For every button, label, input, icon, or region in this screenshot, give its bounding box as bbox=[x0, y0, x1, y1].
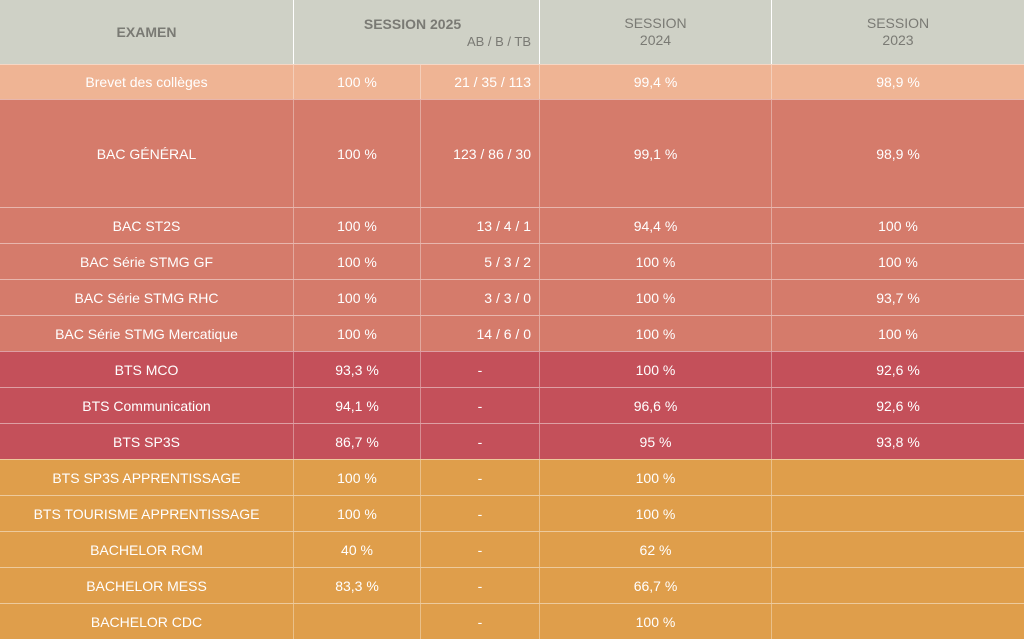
cell-exam: BAC ST2S bbox=[0, 208, 294, 243]
cell-session-2023: 98,9 % bbox=[876, 145, 920, 162]
cell-session-2024: 62 % bbox=[540, 532, 772, 567]
cell-session-2025: 100 % bbox=[294, 280, 421, 315]
table-row: BAC GÉNÉRAL 100 % 123 / 86 / 30 99,1 % 9… bbox=[0, 99, 1024, 207]
cell-exam: BTS MCO bbox=[0, 352, 294, 387]
cell-mentions: - bbox=[421, 424, 540, 459]
cell-exam: BTS Communication bbox=[0, 388, 294, 423]
cell-session-2024: 99,1 % bbox=[540, 100, 772, 207]
cell-mentions: - bbox=[421, 604, 540, 639]
table-row: Brevet des collèges 100 % 21 / 35 / 113 … bbox=[0, 64, 1024, 99]
table-row: BTS TOURISME APPRENTISSAGE 100 % - 100 % bbox=[0, 495, 1024, 531]
table-row: BAC Série STMG GF 100 % 5 / 3 / 2 100 % … bbox=[0, 243, 1024, 279]
cell-session-2024: 94,4 % bbox=[540, 208, 772, 243]
cell-session-2023: 100 % bbox=[878, 217, 918, 234]
table-row: BACHELOR RCM 40 % - 62 % bbox=[0, 531, 1024, 567]
header-session-2023-year: 2023 bbox=[882, 32, 914, 48]
cell-session-2025: 94,1 % bbox=[294, 388, 421, 423]
cell-session-2024: 100 % bbox=[540, 604, 772, 639]
cell-session-2025: 100 % bbox=[294, 496, 421, 531]
cell-exam: BAC GÉNÉRAL bbox=[0, 100, 294, 207]
header-session-2023-label: SESSION bbox=[866, 15, 930, 31]
cell-exam: BTS SP3S APPRENTISSAGE bbox=[0, 460, 294, 495]
cell-session-2024: 100 % bbox=[540, 244, 772, 279]
cell-session-2023: 92,6 % bbox=[876, 397, 920, 414]
header-session-2024-label: SESSION bbox=[624, 15, 687, 31]
header-session-2024: SESSION 2024 bbox=[540, 0, 772, 64]
cell-mentions: 21 / 35 / 113 bbox=[421, 65, 540, 99]
cell-exam: BAC Série STMG RHC bbox=[0, 280, 294, 315]
cell-session-2025 bbox=[294, 604, 421, 639]
cell-session-2024: 100 % bbox=[540, 460, 772, 495]
table-row: BTS Communication 94,1 % - 96,6 % 92,6 % bbox=[0, 387, 1024, 423]
cell-session-2023 bbox=[772, 496, 1024, 531]
cell-session-2025: 100 % bbox=[294, 460, 421, 495]
cell-exam: BACHELOR MESS bbox=[0, 568, 294, 603]
cell-session-2025: 100 % bbox=[294, 244, 421, 279]
table-row: BTS MCO 93,3 % - 100 % 92,6 % bbox=[0, 351, 1024, 387]
cell-session-2024: 100 % bbox=[540, 496, 772, 531]
cell-session-2025: 93,3 % bbox=[294, 352, 421, 387]
table-row: BTS SP3S APPRENTISSAGE 100 % - 100 % bbox=[0, 459, 1024, 495]
cell-exam: BTS TOURISME APPRENTISSAGE bbox=[0, 496, 294, 531]
cell-mentions: 13 / 4 / 1 bbox=[421, 208, 540, 243]
cell-session-2024: 99,4 % bbox=[540, 65, 772, 99]
cell-exam: Brevet des collèges bbox=[0, 65, 294, 99]
header-session-2025: SESSION 2025 AB / B / TB bbox=[294, 0, 540, 64]
header-exam: EXAMEN bbox=[0, 0, 294, 64]
table-header: EXAMEN SESSION 2025 AB / B / TB SESSION … bbox=[0, 0, 1024, 64]
cell-session-2024: 100 % bbox=[540, 352, 772, 387]
cell-mentions: - bbox=[421, 388, 540, 423]
table-row: BAC Série STMG Mercatique 100 % 14 / 6 /… bbox=[0, 315, 1024, 351]
header-session-2025-mentions: AB / B / TB bbox=[466, 33, 531, 49]
table-row: BAC Série STMG RHC 100 % 3 / 3 / 0 100 %… bbox=[0, 279, 1024, 315]
cell-session-2023 bbox=[772, 604, 1024, 639]
cell-mentions: 14 / 6 / 0 bbox=[421, 316, 540, 351]
table-body: Brevet des collèges 100 % 21 / 35 / 113 … bbox=[0, 64, 1024, 639]
header-session-2024-year: 2024 bbox=[639, 32, 672, 48]
cell-session-2024: 96,6 % bbox=[540, 388, 772, 423]
cell-session-2024: 95 % bbox=[540, 424, 772, 459]
cell-session-2023 bbox=[772, 568, 1024, 603]
cell-session-2025: 100 % bbox=[294, 65, 421, 99]
cell-session-2025: 100 % bbox=[294, 100, 421, 207]
cell-session-2024: 100 % bbox=[540, 316, 772, 351]
cell-session-2023: 100 % bbox=[878, 325, 918, 342]
cell-mentions: - bbox=[421, 532, 540, 567]
cell-session-2025: 83,3 % bbox=[294, 568, 421, 603]
table-row: BAC ST2S 100 % 13 / 4 / 1 94,4 % 100 % bbox=[0, 207, 1024, 243]
cell-exam: BACHELOR CDC bbox=[0, 604, 294, 639]
header-session-2025-title: SESSION 2025 bbox=[363, 15, 462, 32]
cell-session-2023: 100 % bbox=[878, 253, 918, 270]
cell-mentions: - bbox=[421, 496, 540, 531]
cell-mentions: 5 / 3 / 2 bbox=[421, 244, 540, 279]
cell-mentions: - bbox=[421, 352, 540, 387]
cell-mentions: - bbox=[421, 460, 540, 495]
cell-session-2024: 66,7 % bbox=[540, 568, 772, 603]
cell-exam: BAC Série STMG GF bbox=[0, 244, 294, 279]
cell-session-2023: 92,6 % bbox=[876, 361, 920, 378]
cell-exam: BAC Série STMG Mercatique bbox=[0, 316, 294, 351]
header-session-2023: SESSION 2023 bbox=[772, 0, 1024, 64]
table-row: BACHELOR MESS 83,3 % - 66,7 % bbox=[0, 567, 1024, 603]
cell-exam: BACHELOR RCM bbox=[0, 532, 294, 567]
cell-session-2023 bbox=[772, 460, 1024, 495]
table-row: BACHELOR CDC - 100 % bbox=[0, 603, 1024, 639]
cell-mentions: 3 / 3 / 0 bbox=[421, 280, 540, 315]
cell-session-2023: 93,8 % bbox=[876, 433, 920, 450]
cell-session-2025: 40 % bbox=[294, 532, 421, 567]
cell-session-2023: 98,9 % bbox=[876, 74, 920, 90]
cell-session-2023 bbox=[772, 532, 1024, 567]
cell-mentions: - bbox=[421, 568, 540, 603]
cell-mentions: 123 / 86 / 30 bbox=[421, 100, 540, 207]
cell-session-2025: 86,7 % bbox=[294, 424, 421, 459]
cell-session-2024: 100 % bbox=[540, 280, 772, 315]
cell-session-2025: 100 % bbox=[294, 316, 421, 351]
cell-session-2025: 100 % bbox=[294, 208, 421, 243]
cell-session-2023: 93,7 % bbox=[876, 289, 920, 306]
table-row: BTS SP3S 86,7 % - 95 % 93,8 % bbox=[0, 423, 1024, 459]
cell-exam: BTS SP3S bbox=[0, 424, 294, 459]
